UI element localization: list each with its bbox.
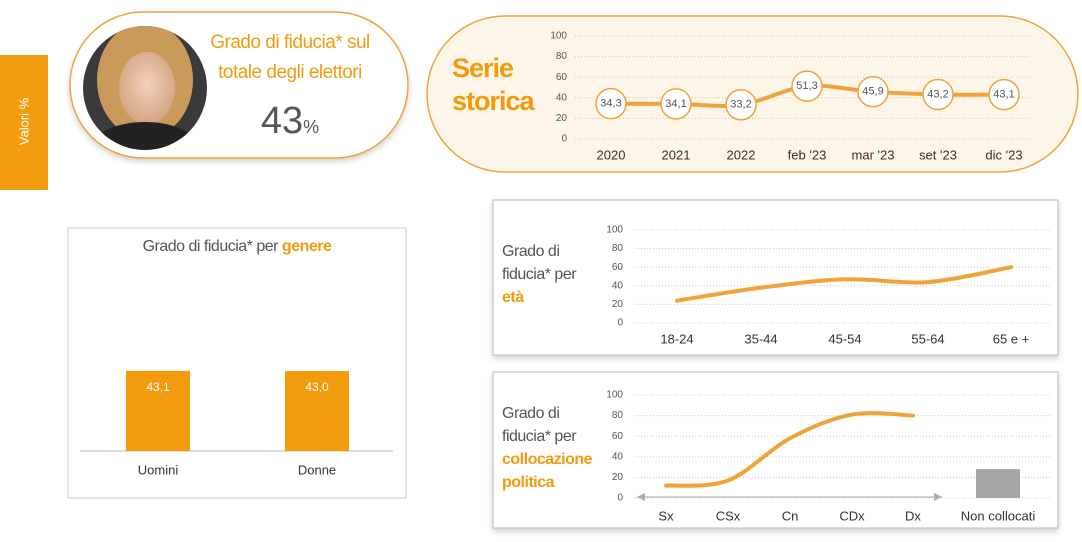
kpi-value-box: 43% bbox=[215, 100, 365, 143]
x-tick-label: mar '23 bbox=[852, 147, 895, 162]
x-tick-label: Non collocati bbox=[961, 508, 1036, 523]
x-tick-label: 45-54 bbox=[828, 331, 861, 346]
x-tick-label: Donne bbox=[298, 462, 336, 477]
bar bbox=[126, 370, 190, 451]
bar bbox=[285, 371, 349, 451]
x-tick-label: set '23 bbox=[919, 147, 957, 162]
x-tick-label: 2021 bbox=[662, 147, 691, 162]
y-tick-label: 60 bbox=[556, 72, 568, 83]
kpi-unit: % bbox=[303, 117, 320, 137]
y-tick-label: 80 bbox=[612, 410, 624, 421]
data-label: 45,9 bbox=[862, 86, 883, 98]
kpi-title: Grado di fiducia* sul totale degli elett… bbox=[210, 32, 370, 83]
y-tick-label: 60 bbox=[612, 262, 624, 273]
marker bbox=[791, 70, 823, 102]
x-tick-label: 35-44 bbox=[744, 331, 777, 346]
series-title: Serie storica bbox=[452, 53, 535, 116]
y-tick-label: 0 bbox=[617, 318, 623, 329]
x-tick-label: 2020 bbox=[597, 147, 626, 162]
x-tick-label: Dx bbox=[905, 508, 921, 523]
y-tick-label: 100 bbox=[606, 390, 623, 401]
data-label: 51,3 bbox=[796, 80, 817, 92]
age-title: Grado di fiducia* per età bbox=[502, 240, 592, 309]
x-tick-label: Uomini bbox=[138, 462, 179, 477]
y-tick-label: 80 bbox=[556, 51, 568, 62]
y-tick-label: 40 bbox=[612, 451, 624, 462]
data-label: 43,1 bbox=[993, 89, 1014, 101]
marker bbox=[595, 87, 627, 120]
gender-title: Grado di fiducia* per genere bbox=[68, 235, 406, 258]
x-tick-label: 2022 bbox=[727, 147, 756, 162]
side-tab bbox=[0, 55, 48, 190]
y-tick-label: 0 bbox=[561, 134, 567, 145]
title-text: Grado di fiducia* per bbox=[502, 243, 577, 283]
marker bbox=[922, 78, 954, 111]
portrait bbox=[83, 26, 207, 150]
y-tick-label: 20 bbox=[556, 113, 568, 124]
title-text: Grado di fiducia* per bbox=[142, 238, 279, 255]
x-tick-label: 18-24 bbox=[660, 331, 693, 346]
x-tick-label: CSx bbox=[716, 508, 741, 523]
y-tick-label: 40 bbox=[556, 92, 568, 103]
y-tick-label: 40 bbox=[612, 280, 624, 291]
series-card bbox=[426, 15, 1079, 173]
line bbox=[675, 265, 1013, 303]
x-tick-label: Cn bbox=[782, 508, 799, 523]
y-tick-label: 20 bbox=[612, 472, 624, 483]
data-label: 34,1 bbox=[665, 98, 686, 110]
data-label: 43,2 bbox=[927, 88, 948, 100]
title-text: Grado di fiducia* per bbox=[502, 405, 577, 445]
marker bbox=[857, 75, 889, 108]
y-tick-label: 60 bbox=[612, 431, 624, 442]
line bbox=[664, 411, 915, 488]
title-highlight: età bbox=[502, 289, 524, 306]
gender-panel bbox=[67, 227, 407, 499]
bar bbox=[976, 469, 1020, 498]
x-tick-label: 65 e + bbox=[993, 331, 1030, 346]
data-label: 43,1 bbox=[146, 380, 170, 394]
marker bbox=[725, 89, 757, 121]
y-tick-label: 80 bbox=[612, 243, 624, 254]
title-highlight: collocazione politica bbox=[502, 451, 593, 491]
title-highlight: genere bbox=[281, 238, 332, 255]
x-tick-label: Sx bbox=[658, 508, 674, 523]
data-label: 43,0 bbox=[305, 380, 329, 394]
marker bbox=[660, 88, 692, 120]
side-label: Valori % bbox=[16, 97, 32, 146]
kpi-value: 43 bbox=[260, 100, 304, 142]
x-tick-label: 55-64 bbox=[911, 331, 944, 346]
x-tick-label: CDx bbox=[839, 508, 865, 523]
political-title: Grado di fiducia* per collocazione polit… bbox=[502, 402, 597, 494]
x-tick-label: dic '23 bbox=[985, 147, 1022, 162]
data-label: 34,3 bbox=[600, 98, 621, 110]
y-tick-label: 100 bbox=[606, 225, 623, 236]
data-label: 33,2 bbox=[730, 99, 751, 111]
y-tick-label: 100 bbox=[550, 31, 567, 42]
marker bbox=[988, 78, 1020, 111]
y-tick-label: 20 bbox=[612, 299, 624, 310]
x-tick-label: feb '23 bbox=[788, 147, 827, 162]
y-tick-label: 0 bbox=[617, 493, 623, 504]
